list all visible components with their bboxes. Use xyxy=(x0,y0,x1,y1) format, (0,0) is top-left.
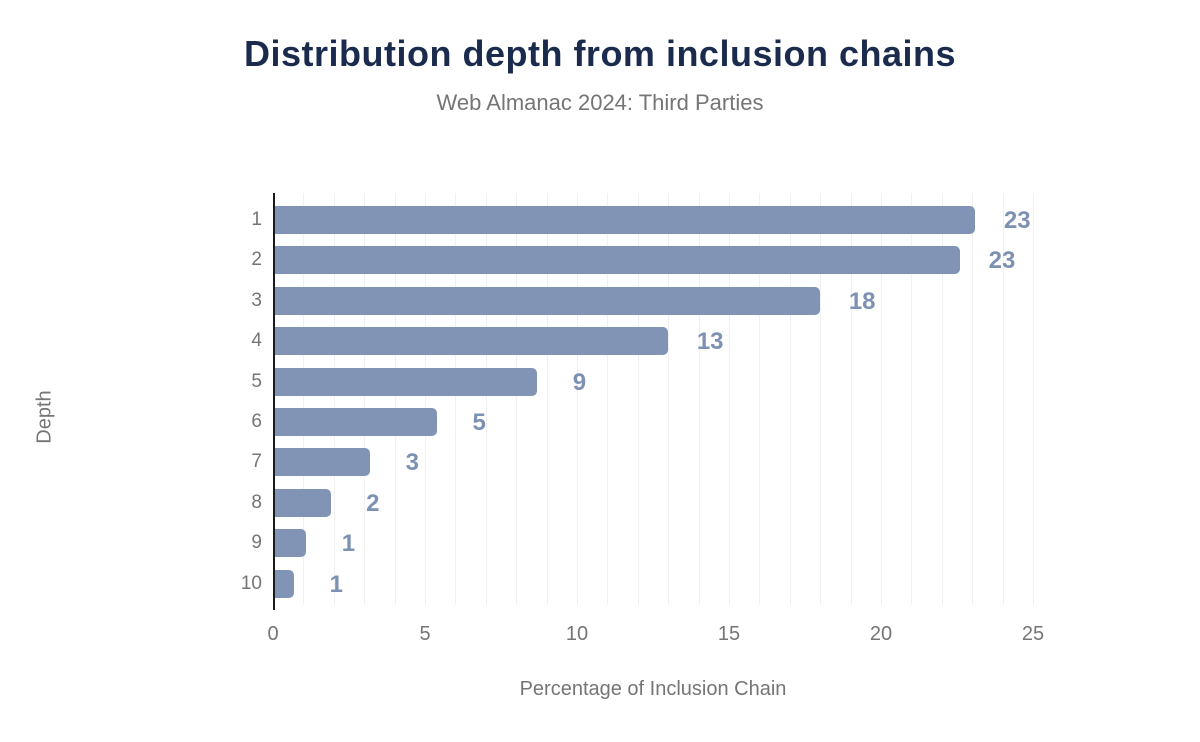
gridline xyxy=(850,193,852,605)
bar xyxy=(275,327,669,356)
y-tick-label: 9 xyxy=(251,532,262,554)
gridline xyxy=(394,193,396,605)
bar xyxy=(275,206,976,234)
bar xyxy=(275,448,371,477)
gridline xyxy=(333,193,335,605)
gridline xyxy=(941,193,943,605)
y-axis-title: Depth xyxy=(33,390,56,444)
bar-value-label: 13 xyxy=(696,328,724,356)
bar-value-label: 23 xyxy=(988,247,1016,275)
bar xyxy=(275,246,961,275)
gridline xyxy=(1002,193,1004,605)
x-tick-label: 20 xyxy=(869,623,893,645)
gridline xyxy=(789,193,791,605)
gridline xyxy=(972,193,974,605)
y-tick-label: 2 xyxy=(251,249,262,271)
y-tick-label: 7 xyxy=(251,451,262,473)
gridline xyxy=(577,193,578,605)
gridline xyxy=(546,193,548,605)
bar xyxy=(275,286,821,315)
x-tick-label: 10 xyxy=(565,623,589,645)
chart-title: Distribution depth from inclusion chains xyxy=(243,33,956,74)
plot-area: 1 23 2 23 3 18 4 13 5 9 6 5 7 3 8 2 9 1 10 1 0 5 10 15 20 25 xyxy=(241,193,1044,645)
bar-value-label: 18 xyxy=(848,287,876,315)
x-tick-label: 0 xyxy=(267,623,279,645)
bar-value-label: 9 xyxy=(572,368,587,396)
gridline xyxy=(607,193,609,605)
y-axis-line xyxy=(273,193,275,610)
gridline xyxy=(820,193,822,605)
chart-subtitle: Web Almanac 2024: Third Parties xyxy=(436,90,764,115)
gridline xyxy=(668,193,670,605)
bar xyxy=(275,488,331,517)
y-tick-label: 5 xyxy=(251,370,262,392)
gridline xyxy=(485,193,487,605)
bar xyxy=(275,408,438,436)
x-tick-label: 15 xyxy=(717,623,741,645)
gridline xyxy=(729,193,730,605)
x-tick-label: 25 xyxy=(1021,623,1045,645)
x-tick-label: 5 xyxy=(419,623,431,645)
y-tick-label: 10 xyxy=(240,572,262,594)
gridline xyxy=(455,193,457,605)
gridline xyxy=(881,193,882,605)
y-tick-label: 4 xyxy=(251,330,262,352)
bar-value-label: 5 xyxy=(472,409,486,436)
y-tick-label: 8 xyxy=(251,491,262,513)
gridline xyxy=(425,193,426,605)
bar xyxy=(275,569,295,598)
bar-value-label: 23 xyxy=(1003,207,1031,234)
bar-value-label: 1 xyxy=(341,530,356,558)
gridline xyxy=(759,193,761,605)
gridline xyxy=(1033,193,1034,605)
gridline xyxy=(698,193,700,605)
gridline xyxy=(911,193,913,605)
bar-value-label: 1 xyxy=(329,570,343,598)
y-tick-label: 1 xyxy=(251,209,262,230)
bar-value-label: 2 xyxy=(366,489,380,517)
gridline xyxy=(516,193,518,605)
x-axis-title: Percentage of Inclusion Chain xyxy=(519,678,787,700)
bar xyxy=(275,529,307,558)
y-tick-label: 3 xyxy=(251,289,262,311)
gridline xyxy=(364,193,366,605)
y-tick-label: 6 xyxy=(251,411,262,432)
bar xyxy=(275,367,538,396)
gridline xyxy=(303,193,305,605)
bar-value-label: 3 xyxy=(405,449,419,477)
gridline xyxy=(637,193,639,605)
